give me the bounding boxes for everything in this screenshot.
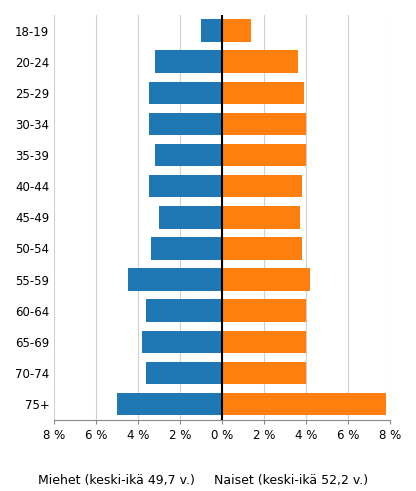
Bar [222, 175, 302, 197]
Bar [222, 330, 306, 353]
Bar [222, 82, 304, 104]
Text: Miehet (keski-ikä 49,7 v.): Miehet (keski-ikä 49,7 v.) [38, 474, 195, 487]
Bar [142, 330, 222, 353]
Text: Naiset (keski-ikä 52,2 v.): Naiset (keski-ikä 52,2 v.) [214, 474, 368, 487]
Bar [155, 144, 222, 166]
Bar [222, 113, 306, 135]
Bar [149, 82, 222, 104]
Bar [201, 19, 222, 42]
Bar [128, 269, 222, 291]
Bar [222, 19, 251, 42]
Bar [146, 362, 222, 384]
Bar [222, 144, 306, 166]
Bar [222, 269, 310, 291]
Bar [159, 206, 222, 228]
Bar [222, 237, 302, 260]
Bar [222, 393, 386, 415]
Bar [146, 300, 222, 322]
Bar [155, 51, 222, 73]
Bar [149, 113, 222, 135]
Bar [117, 393, 222, 415]
Bar [149, 175, 222, 197]
Bar [151, 237, 222, 260]
Bar [222, 206, 300, 228]
Bar [222, 300, 306, 322]
Bar [222, 51, 297, 73]
Bar [222, 362, 306, 384]
